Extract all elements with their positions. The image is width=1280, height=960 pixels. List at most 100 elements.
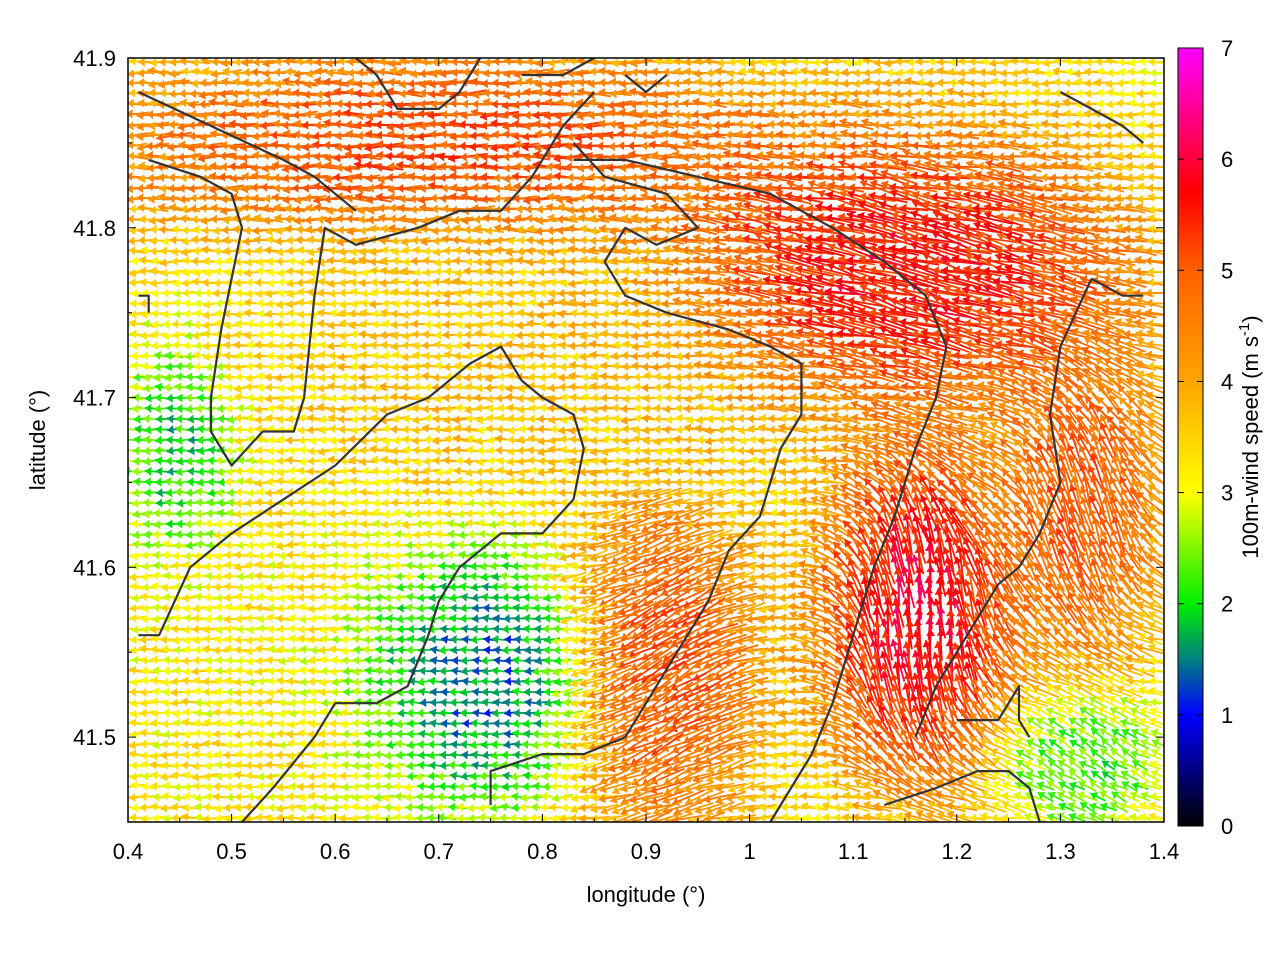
wind-arrow-head <box>423 299 430 309</box>
wind-arrow-head <box>1032 88 1040 98</box>
wind-arrow-head <box>191 67 199 76</box>
wind-arrow-head <box>735 129 743 139</box>
wind-arrow-head <box>232 224 240 234</box>
wind-arrow-head <box>946 87 954 96</box>
wind-arrow-head <box>784 224 792 234</box>
wind-arrow-head <box>169 58 177 67</box>
wind-arrow-head <box>728 58 735 67</box>
wind-arrow-head <box>791 58 798 66</box>
wind-arrow-head <box>748 66 756 76</box>
wind-arrow-head <box>746 120 754 130</box>
wind-arrow-head <box>433 309 441 319</box>
wind-arrow-head <box>213 278 221 288</box>
wind-arrow-head <box>692 119 700 129</box>
wind-arrow-head <box>882 107 890 117</box>
wind-arrow-head <box>998 99 1006 109</box>
wind-arrow-head <box>260 98 268 107</box>
wind-arrow-head <box>1020 110 1028 120</box>
wind-arrow-head <box>641 108 649 118</box>
wind-arrow-head <box>171 224 179 234</box>
wind-arrow-head <box>894 119 902 129</box>
wind-arrow-head <box>629 108 637 118</box>
wind-arrow-head <box>576 121 584 131</box>
wind-arrow-head <box>116 161 123 170</box>
wind-arrow-head <box>283 58 291 66</box>
wind-arrow-head <box>578 288 586 298</box>
wind-arrow-head <box>391 247 399 257</box>
wind-arrow-head <box>1147 192 1155 202</box>
wind-arrow-head <box>1049 193 1057 203</box>
wind-arrow-head <box>475 278 483 288</box>
wind-arrow-head <box>1125 193 1132 203</box>
wind-arrow-head <box>474 300 482 309</box>
wind-arrows-layer <box>116 58 1164 822</box>
wind-arrow-head <box>424 309 431 318</box>
wind-arrow-head <box>359 226 366 236</box>
wind-arrow-head <box>208 171 216 181</box>
wind-arrow-head <box>1042 129 1050 139</box>
wind-arrow-head <box>538 247 546 257</box>
wind-arrow-head <box>569 58 576 66</box>
wind-arrow-head <box>360 298 368 308</box>
wind-arrow-head <box>893 130 901 140</box>
wind-arrow-head <box>622 266 630 276</box>
wind-arrow-head <box>496 258 504 268</box>
wind-arrow-head <box>150 224 157 234</box>
wind-arrow-head <box>202 278 209 288</box>
wind-arrow-head <box>158 216 166 226</box>
wind-arrow-head <box>1116 78 1124 88</box>
wind-arrow-head <box>521 142 529 152</box>
wind-arrow-head <box>178 161 186 170</box>
wind-arrow-head <box>726 77 734 87</box>
wind-arrow-head <box>1042 109 1049 119</box>
wind-arrow-head <box>512 111 520 121</box>
wind-arrow-head <box>1138 78 1145 88</box>
wind-arrow-head <box>903 100 911 110</box>
wind-arrow-head <box>598 78 606 88</box>
wind-arrow-head <box>787 110 795 120</box>
wind-arrow-head <box>557 309 565 319</box>
wind-arrow-head <box>304 79 312 89</box>
wind-arrow-head <box>641 204 649 214</box>
wind-arrow-head <box>601 268 609 278</box>
wind-arrow-head <box>381 287 389 297</box>
wind-arrow-head <box>1064 58 1072 66</box>
wind-arrow-head <box>1073 130 1081 140</box>
wind-arrow-head <box>119 69 126 78</box>
wind-arrow-head <box>722 297 730 307</box>
wind-arrow-head <box>181 225 189 235</box>
wind-arrow-head <box>386 122 394 132</box>
wind-arrow-head <box>967 119 975 129</box>
wind-arrow-head <box>137 98 145 108</box>
wind-arrow-head <box>396 122 404 131</box>
wind-arrow-head <box>518 277 525 287</box>
wind-arrow-head <box>302 183 309 193</box>
wind-arrow-head <box>150 278 158 288</box>
wind-arrow-head <box>261 108 269 118</box>
wind-arrow-head <box>526 235 533 245</box>
wind-arrow-head <box>356 67 364 77</box>
wind-arrow-head <box>1084 120 1092 130</box>
wind-arrow-head <box>470 77 478 87</box>
wind-arrow-head <box>555 182 563 192</box>
wind-arrow-head <box>1115 130 1123 140</box>
wind-arrow-head <box>816 224 824 234</box>
wind-arrow-head <box>168 120 175 130</box>
wind-arrow-head <box>207 142 215 152</box>
wind-arrow-head <box>429 141 437 151</box>
wind-arrow-head <box>116 184 123 193</box>
wind-arrow-head <box>333 153 341 163</box>
wind-arrow-head <box>301 100 309 110</box>
wind-arrow-head <box>377 108 385 118</box>
wind-arrow-head <box>1148 151 1156 161</box>
wind-arrow-head <box>449 118 457 128</box>
wind-arrow-head <box>618 108 626 118</box>
wind-arrow-head <box>326 68 333 78</box>
wind-arrow-head <box>785 141 793 151</box>
wind-arrow-head <box>917 88 925 98</box>
wind-arrow-head <box>767 108 775 117</box>
wind-arrow-head <box>556 214 563 224</box>
wind-arrow-head <box>979 98 988 108</box>
wind-arrow-head <box>568 289 576 299</box>
wind-arrow-head <box>1137 109 1145 119</box>
